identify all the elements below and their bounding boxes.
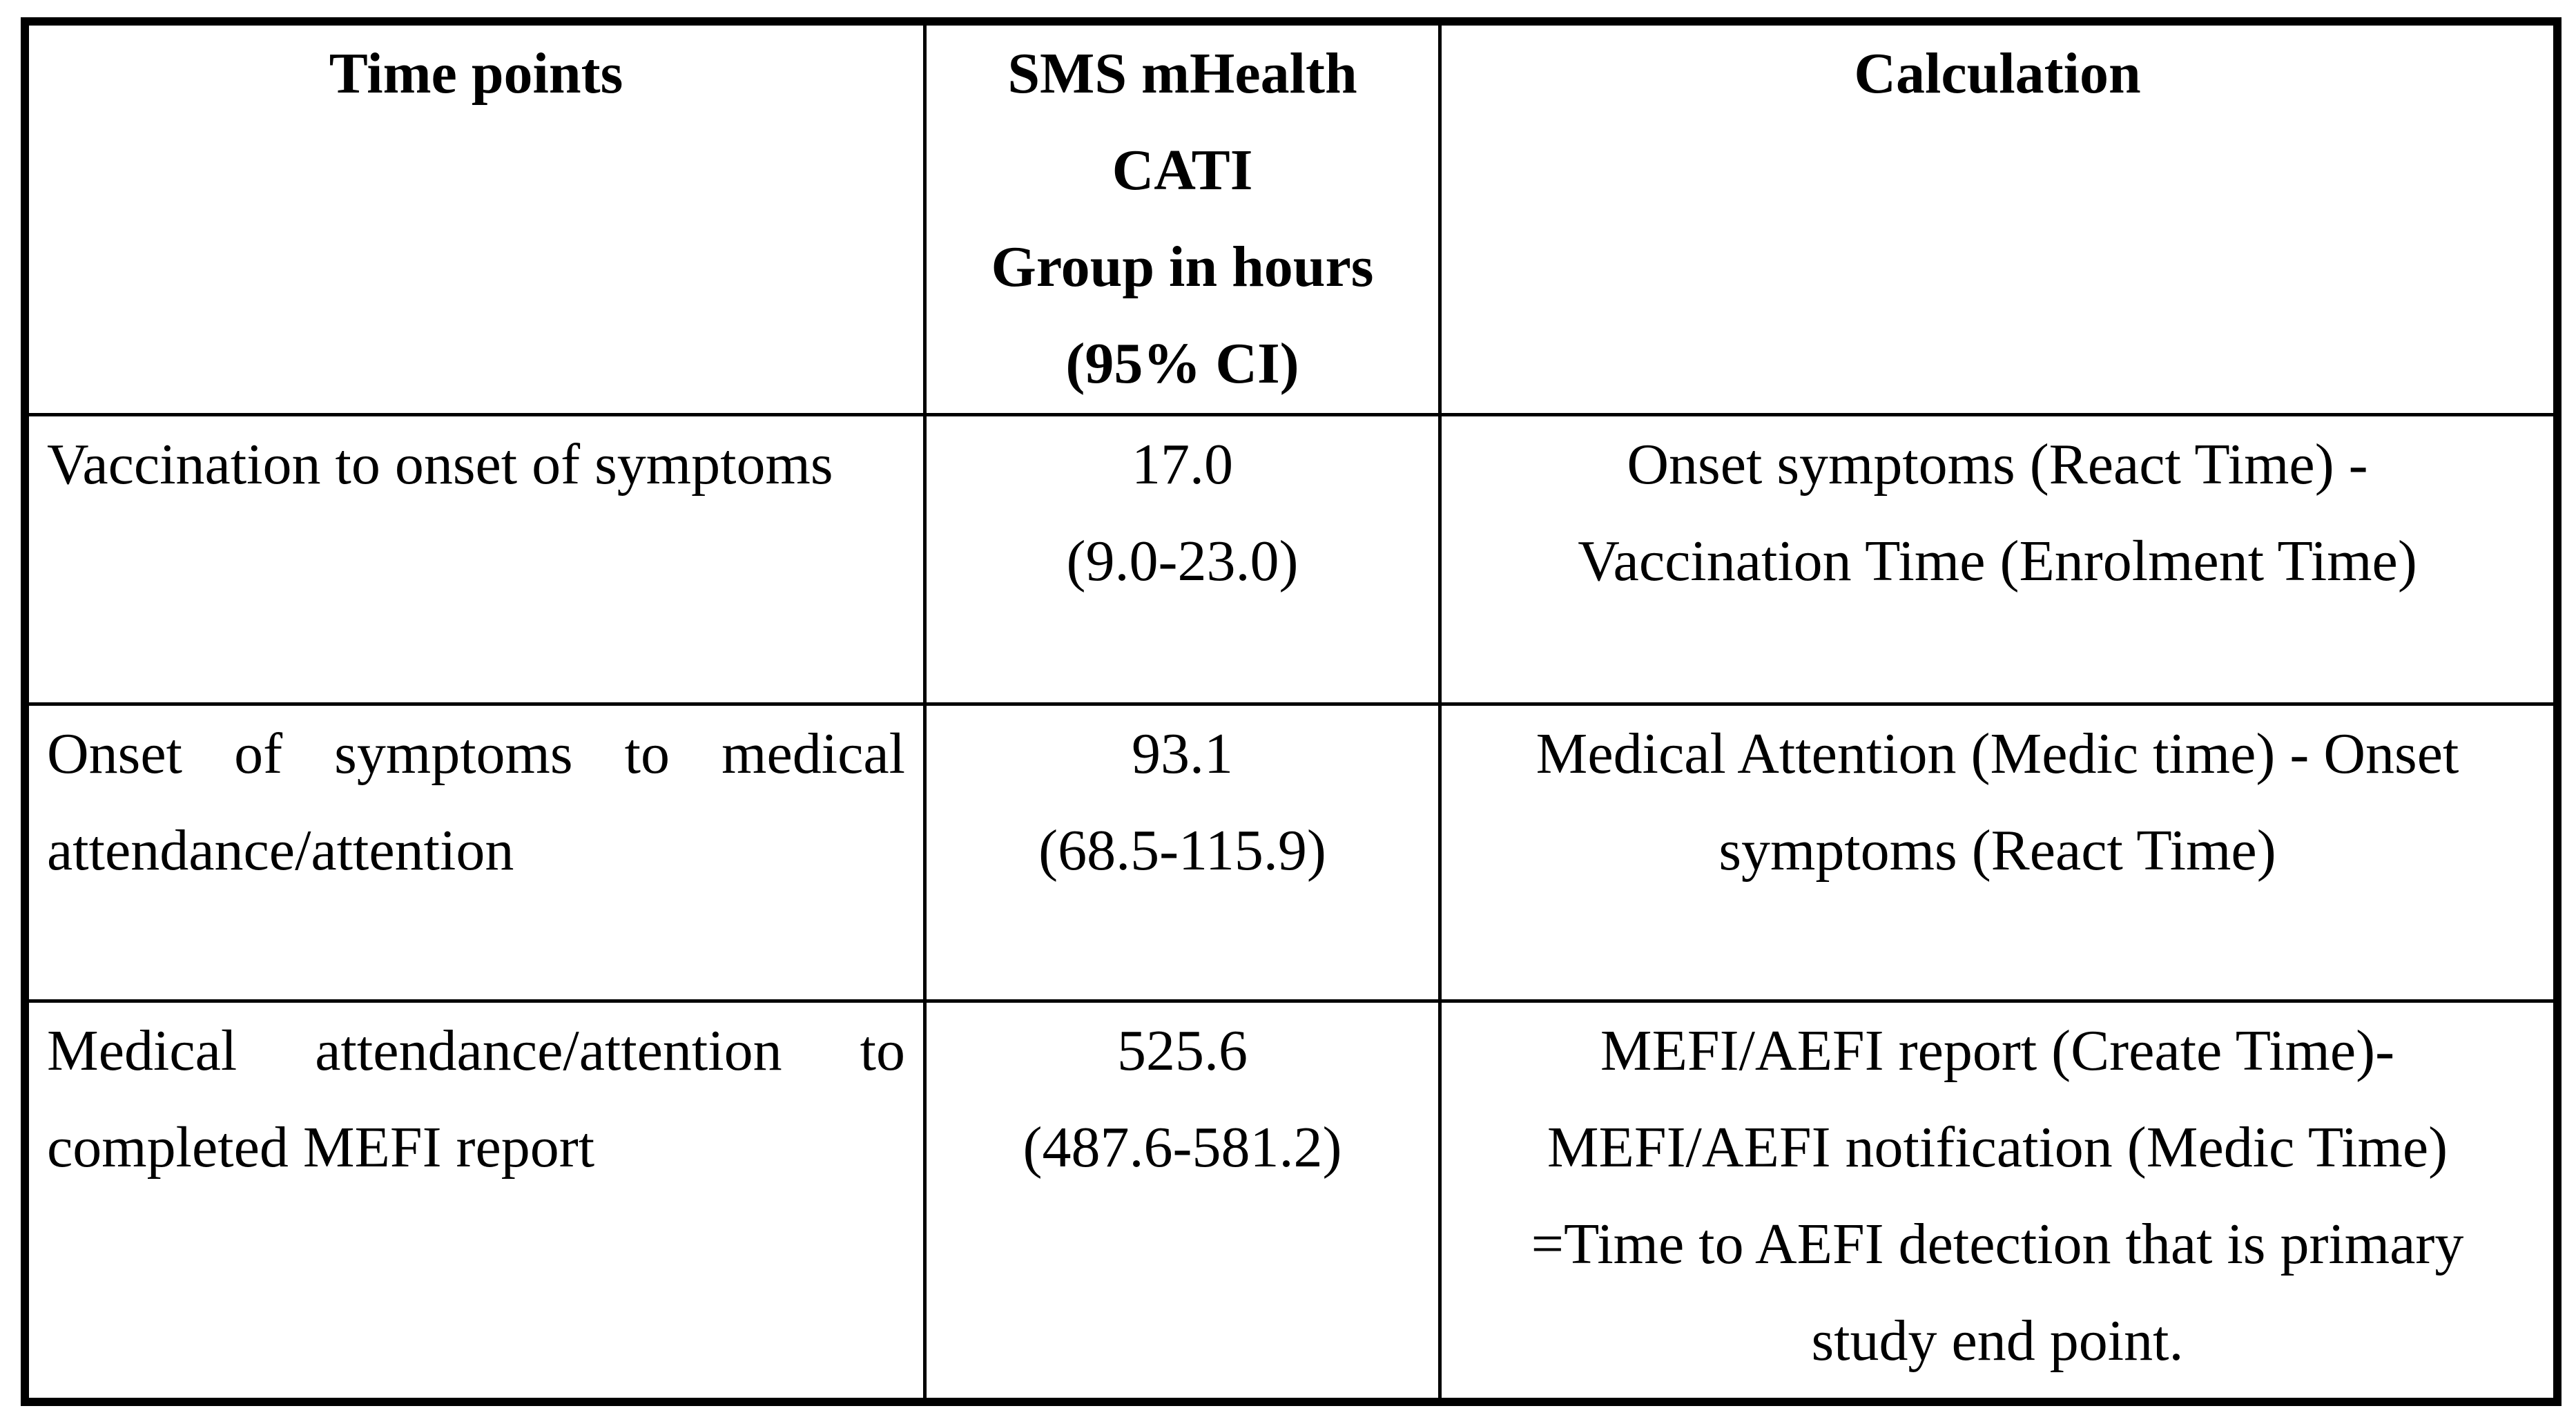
cell-vaccination-to-onset-calculation: Onset symptoms (React Time) - Vaccination… [1442, 416, 2553, 706]
cell-line: Group in hours [991, 235, 1374, 299]
cell-attendance-to-report-calculation: MEFI/AEFI report (Create Time)- MEFI/AEFI… [1442, 1003, 2553, 1398]
header-cell-time-points: Time points [29, 26, 927, 416]
cell-line: 525.6 [1117, 1019, 1248, 1083]
cell-line: study end point. [1811, 1309, 2184, 1373]
cell-line: Medical attendance/attention to [47, 1019, 905, 1083]
cell-line: symptoms (React Time) [1718, 818, 2276, 883]
cell-vaccination-to-onset-label: Vaccination to onset of symptoms [29, 416, 927, 706]
cell-line: Vaccination Time (Enrolment Time) [1578, 529, 2417, 593]
cell-line: SMS mHealth [1007, 41, 1357, 106]
cell-line: Time points [329, 41, 623, 106]
cell-line: completed MEFI report [47, 1115, 595, 1180]
cell-line: (95% CI) [1065, 331, 1299, 396]
cell-line: Calculation [1854, 41, 2141, 106]
header-cell-sms-mhealth-cati: SMS mHealth CATI Group in hours (95% CI) [927, 26, 1442, 416]
cell-line: Onset of symptoms to medical [47, 722, 905, 786]
cell-attendance-to-report-value: 525.6 (487.6-581.2) [927, 1003, 1442, 1398]
aefi-timepoints-table: Time points SMS mHealth CATI Group in hour… [21, 17, 2562, 1406]
cell-line: MEFI/AEFI notification (Medic Time) [1547, 1115, 2448, 1180]
cell-line: Medical Attention (Medic time) - Onset [1536, 722, 2459, 786]
cell-onset-to-attendance-value: 93.1 (68.5-115.9) [927, 706, 1442, 1003]
cell-line: (68.5-115.9) [1038, 818, 1326, 883]
cell-attendance-to-report-label: Medical attendance/attention to completed… [29, 1003, 927, 1398]
cell-line: MEFI/AEFI report (Create Time)- [1600, 1019, 2395, 1083]
cell-onset-to-attendance-label: Onset of symptoms to medical attendance/a… [29, 706, 927, 1003]
header-cell-calculation: Calculation [1442, 26, 2553, 416]
cell-line: 17.0 [1132, 432, 1233, 497]
cell-line: =Time to AEFI detection that is primary [1531, 1212, 2464, 1276]
cell-line: Onset symptoms (React Time) - [1627, 432, 2368, 497]
cell-line: (487.6-581.2) [1023, 1115, 1342, 1180]
cell-line: CATI [1112, 138, 1253, 202]
cell-line: Vaccination to onset of symptoms [47, 432, 833, 497]
cell-line: attendance/attention [47, 818, 514, 883]
cell-line: 93.1 [1132, 722, 1233, 786]
cell-onset-to-attendance-calculation: Medical Attention (Medic time) - Onset sy… [1442, 706, 2553, 1003]
cell-line: (9.0-23.0) [1066, 529, 1299, 593]
cell-vaccination-to-onset-value: 17.0 (9.0-23.0) [927, 416, 1442, 706]
